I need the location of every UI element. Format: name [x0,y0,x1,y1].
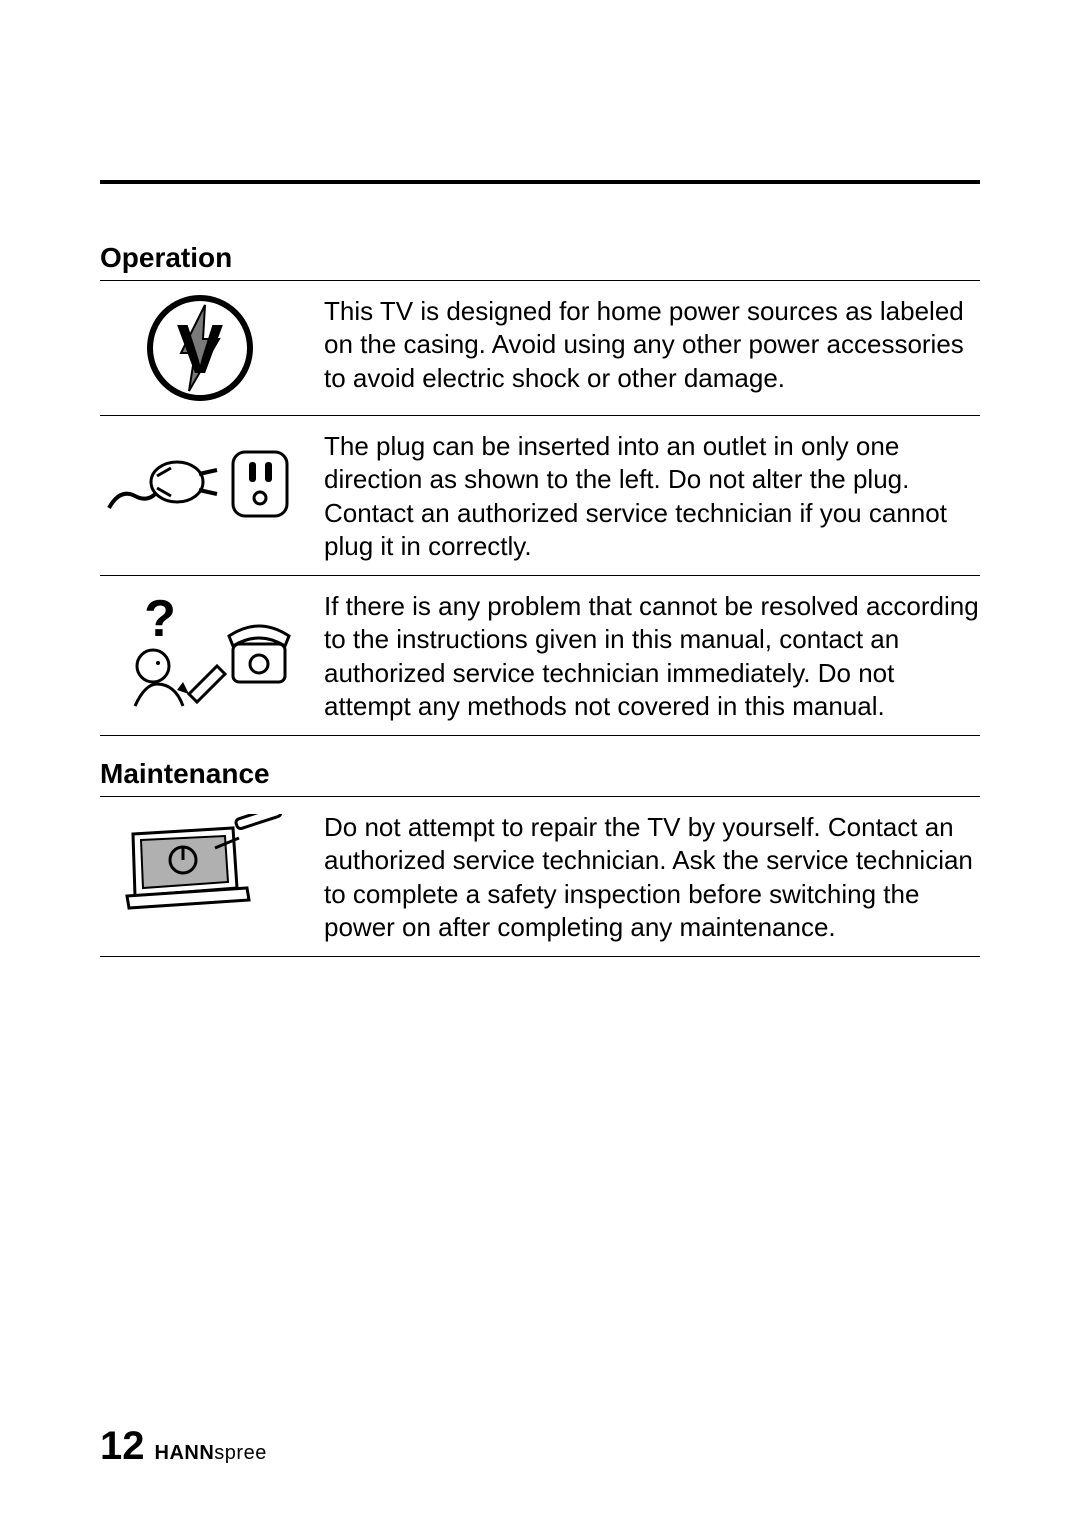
brand-light: spree [214,1442,267,1464]
section-heading-operation: Operation [100,242,980,274]
operation-item-2: The plug can be inserted into an outlet … [100,415,980,575]
top-rule [100,180,980,184]
operation-item-3-text: If there is any problem that cannot be r… [324,588,980,723]
page-footer: 12 HANNspree [100,1424,267,1469]
operation-item-1: V This TV is designed for home power sou… [100,280,980,415]
section-heading-maintenance: Maintenance [100,758,980,790]
page-number: 12 [100,1424,145,1469]
svg-text:?: ? [144,590,176,648]
brand-logo: HANNspree [155,1442,267,1465]
maintenance-item-1: Do not attempt to repair the TV by yours… [100,796,980,957]
maintenance-item-1-text: Do not attempt to repair the TV by yours… [324,809,980,944]
question-phone-icon: ? [100,588,300,708]
tv-screwdriver-icon [100,809,300,919]
svg-text:V: V [177,310,224,388]
manual-page: Operation V This TV is designed for home… [0,0,1080,1529]
plug-outlet-icon [100,428,300,538]
operation-item-3: ? If there is any problem that cannot be… [100,575,980,736]
operation-item-2-text: The plug can be inserted into an outlet … [324,428,980,563]
brand-bold: HANN [155,1442,215,1464]
operation-item-1-text: This TV is designed for home power sourc… [324,293,980,395]
voltage-v-circle-icon: V [100,293,300,403]
